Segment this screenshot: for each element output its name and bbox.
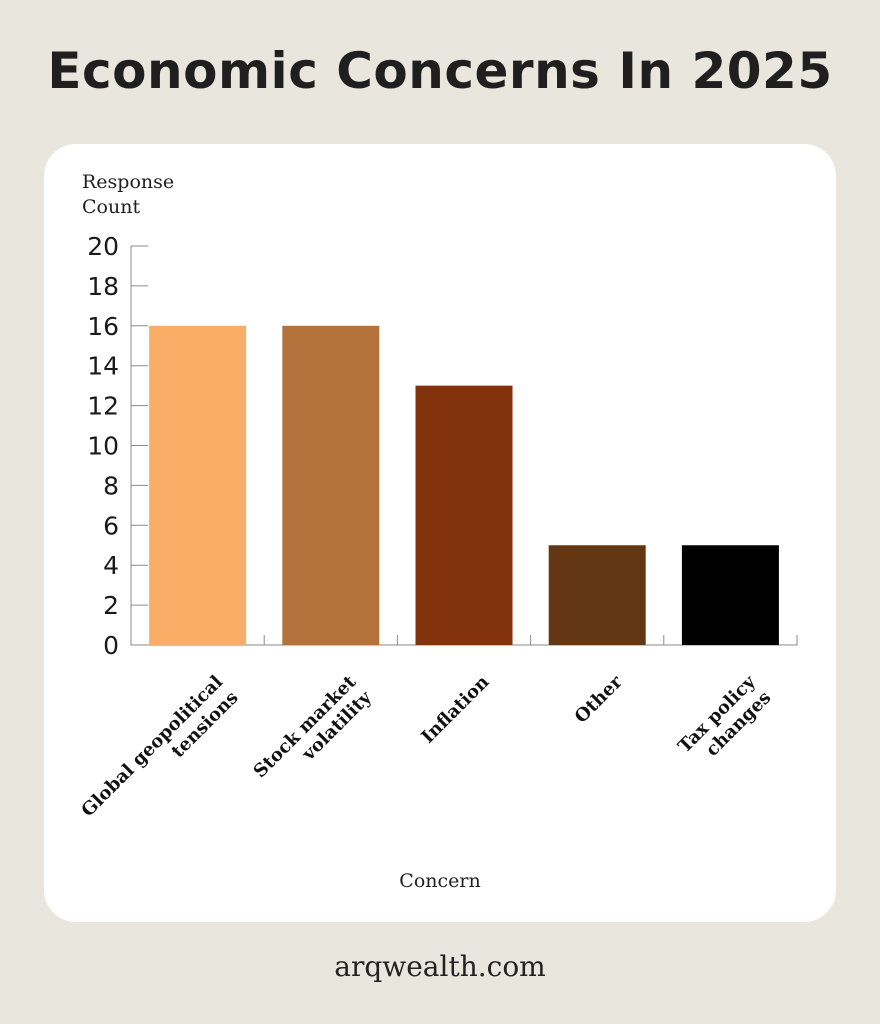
x-tick-labels: Global geopoliticaltensions Stock marketv… (77, 671, 776, 836)
y-tick-label: 0 (103, 631, 119, 660)
y-tick-label: 6 (103, 511, 119, 540)
bar (415, 385, 513, 645)
chart-bars (149, 325, 779, 645)
y-tick-label: 2 (103, 591, 119, 620)
bar (548, 545, 646, 645)
y-axis-label: Response Count (82, 171, 175, 218)
y-tick-label: 16 (87, 312, 119, 341)
y-tick-label: 4 (103, 551, 119, 580)
y-tick-label: 8 (103, 471, 119, 500)
x-tick-label: Global geopoliticaltensions (77, 671, 242, 836)
y-tick-label: 12 (87, 392, 119, 421)
chart-title: Economic Concerns In 2025 (47, 42, 833, 100)
y-tick-label: 18 (87, 272, 119, 301)
footer-website: arqwealth.com (334, 950, 546, 983)
x-tick-label: Stock marketvolatility (250, 671, 377, 798)
x-axis-label: Concern (399, 870, 481, 892)
bar (681, 545, 779, 645)
bar (149, 325, 247, 645)
x-tick-label: Inflation (417, 672, 493, 748)
x-tick-label: Tax policychanges (674, 671, 776, 773)
y-tick-label: 14 (87, 352, 119, 381)
y-tick-label: 10 (87, 432, 119, 461)
x-tick-label: Other (571, 671, 627, 727)
y-tick-label: 20 (87, 232, 119, 261)
bar (282, 325, 380, 645)
